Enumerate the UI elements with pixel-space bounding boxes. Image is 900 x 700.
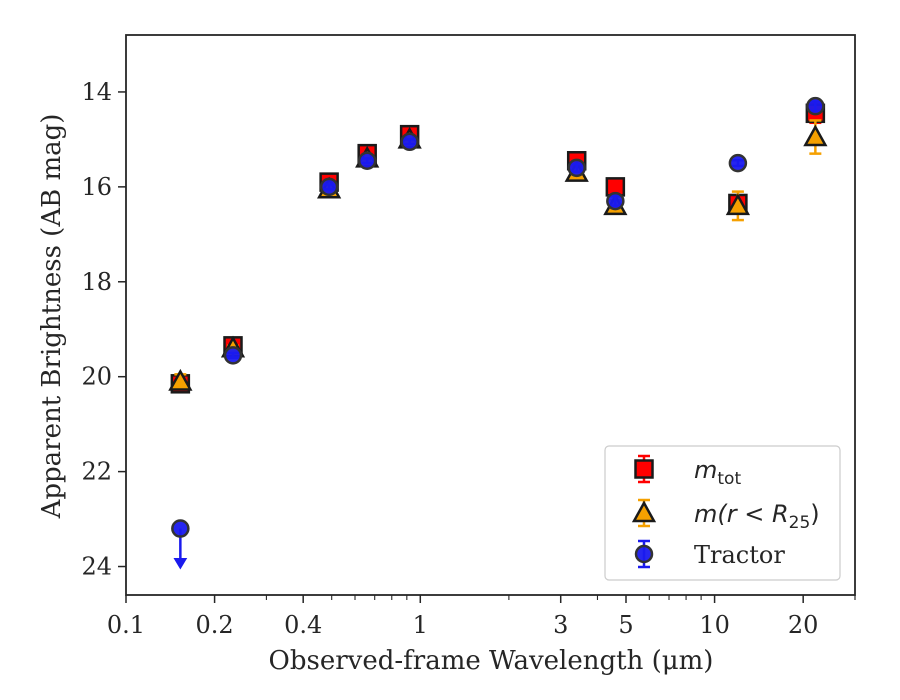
- legend-label: mtot: [694, 456, 741, 489]
- data-point: [606, 191, 625, 211]
- data-point: [567, 158, 586, 178]
- data-point: [728, 153, 748, 173]
- series-triangle: [168, 119, 828, 391]
- y-axis: 14 16 18 20 22 24: [81, 78, 126, 581]
- y-axis-label: Apparent Brightness (AB mag): [37, 114, 67, 520]
- y-tick-label: 22: [81, 458, 112, 486]
- x-tick-label: 1: [413, 611, 428, 639]
- legend: mtot m(r < R25) Tractor: [604, 445, 841, 581]
- x-tick-label: 10: [699, 611, 730, 639]
- y-tick-label: 18: [81, 268, 112, 296]
- data-point: [357, 151, 377, 171]
- legend-label: Tractor: [694, 541, 785, 569]
- data-point: [319, 177, 339, 197]
- plot-frame: [125, 34, 856, 596]
- legend-marker: [631, 500, 657, 523]
- legend-marker: [634, 544, 654, 564]
- data-point: [223, 346, 243, 365]
- data-point: [400, 132, 419, 152]
- data-point: [803, 124, 828, 147]
- x-tick-label: 0.2: [196, 611, 234, 639]
- y-tick-label: 16: [81, 173, 112, 201]
- data-point: [168, 368, 193, 391]
- legend-box: [604, 445, 841, 581]
- data-point: [725, 193, 751, 216]
- y-tick-label: 24: [81, 553, 112, 581]
- legend-label: m(r < R25): [694, 500, 820, 533]
- x-tick-label: 20: [788, 611, 819, 639]
- series-square: [170, 102, 826, 394]
- x-axis-label: Observed-frame Wavelength (μm): [269, 646, 714, 676]
- y-tick-label: 14: [81, 78, 112, 106]
- data-point: [806, 96, 825, 116]
- series-circle: [171, 96, 825, 570]
- x-tick-label: 5: [618, 611, 633, 639]
- x-axis: 0.1 0.2 0.4 1 3 5 10 20: [107, 595, 856, 639]
- data-point: [171, 519, 190, 538]
- x-tick-label: 0.4: [284, 611, 322, 639]
- y-tick-label: 20: [81, 363, 112, 391]
- x-tick-label: 3: [553, 611, 568, 639]
- legend-marker: [634, 459, 654, 479]
- x-tick-label: 0.1: [107, 611, 145, 639]
- upper-limit-arrowhead: [173, 558, 188, 570]
- plot-border: [125, 34, 856, 596]
- data-marks: [168, 96, 828, 570]
